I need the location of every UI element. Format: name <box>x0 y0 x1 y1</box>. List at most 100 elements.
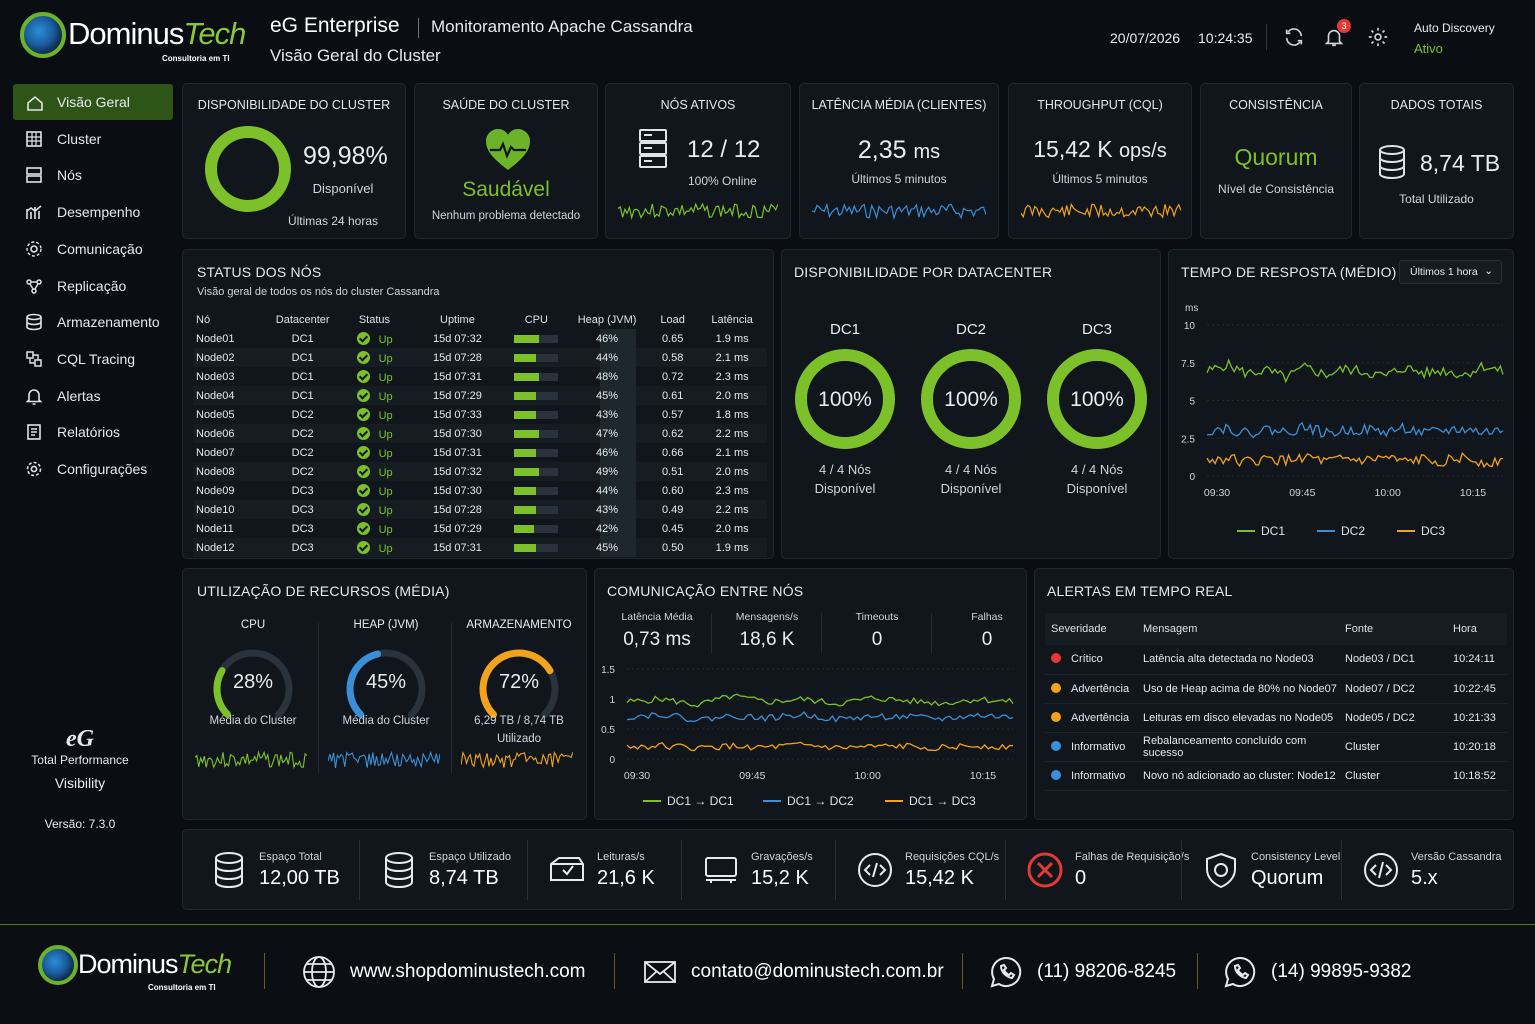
summary-stat-falhas-de-requisi-o-s[interactable]: Falhas de Requisição/s 0 <box>1025 830 1189 910</box>
kpi-latency[interactable]: LATÊNCIA MÉDIA (CLIENTES) 2,35 ms Último… <box>799 83 999 239</box>
alert-row[interactable]: Informativo Rebalanceamento concluído com… <box>1045 732 1507 762</box>
alert-row[interactable]: Informativo Novo nó adicionado ao cluster… <box>1045 761 1507 791</box>
column-header[interactable]: Nó <box>196 313 211 326</box>
kpi-health[interactable]: SAÚDE DO CLUSTER Saudável Nenhum problem… <box>414 83 598 239</box>
column-header[interactable]: Fonte <box>1339 613 1447 645</box>
summary-stat-espa-o-total[interactable]: Espaço Total 12,00 TB <box>209 830 340 910</box>
table-row[interactable]: Node11 DC3 Up 15d 07:29 42% 0.45 2.0 ms <box>193 519 767 538</box>
table-row[interactable]: Node02 DC1 Up 15d 07:28 44% 0.58 2.1 ms <box>193 348 767 367</box>
kpi-active-nodes[interactable]: NÓS ATIVOS 12 / 12 100% Online <box>605 83 791 239</box>
gauge-heap-jvm-[interactable]: HEAP (JVM) 45% Média do Cluster <box>318 613 450 813</box>
sidebar-item-bell[interactable]: Alertas <box>13 378 173 414</box>
summary-stat-espa-o-utilizado[interactable]: Espaço Utilizado 8,74 TB <box>379 830 511 910</box>
sidebar-item-trace[interactable]: CQL Tracing <box>13 341 173 377</box>
column-header[interactable]: Latência <box>711 313 753 326</box>
consistency-sub: Nível de Consistência <box>1217 182 1335 196</box>
legend-label[interactable]: DC3 <box>1421 524 1445 538</box>
table-row[interactable]: Node01 DC1 Up 15d 07:32 46% 0.65 1.9 ms <box>193 329 767 348</box>
gauge-divider <box>318 623 319 773</box>
phone-1[interactable]: (11) 98206-8245 <box>1037 961 1177 982</box>
legend-label[interactable]: DC2 <box>1341 524 1365 538</box>
sidebar-item-database[interactable]: Armazenamento <box>13 304 173 340</box>
kpi-total-data[interactable]: DADOS TOTAIS 8,74 TB Total Utilizado <box>1359 83 1514 239</box>
auto-discovery-label[interactable]: Auto Discovery <box>1414 21 1495 35</box>
column-header[interactable]: Mensagem <box>1137 613 1339 645</box>
stat-divider <box>1181 840 1182 900</box>
table-row[interactable]: Node12 DC3 Up 15d 07:31 45% 0.50 1.9 ms <box>193 538 767 557</box>
sidebar-item-gear[interactable]: Configurações <box>13 451 173 487</box>
column-header[interactable]: Heap (JVM) <box>577 313 637 326</box>
column-header[interactable]: Datacenter <box>275 313 330 326</box>
column-header[interactable]: CPU <box>524 313 548 326</box>
summary-stat-leituras-s[interactable]: Leituras/s 21,6 K <box>547 830 655 910</box>
y-axis-unit: ms <box>1185 303 1198 314</box>
legend-label[interactable]: DC1 → DC3 <box>909 794 976 808</box>
dc-name: DC3 <box>1081 321 1112 338</box>
header-date: 20/07/2026 <box>1110 30 1181 46</box>
gauge-cpu[interactable]: CPU 28% Média do Cluster <box>189 613 317 813</box>
dc-card-dc3[interactable]: DC3 100% 4 / 4 Nós Disponível <box>1046 316 1148 506</box>
gear-icon[interactable] <box>1367 26 1389 48</box>
legend-label[interactable]: DC1 <box>1261 524 1285 538</box>
email-link[interactable]: contato@dominustech.com.br <box>691 961 944 982</box>
sidebar-item-network[interactable]: Comunicação <box>13 231 173 267</box>
summary-stat-grava-es-s[interactable]: Gravações/s 15,2 K <box>701 830 813 910</box>
table-row[interactable]: Node07 DC2 Up 15d 07:31 46% 0.66 2.1 ms <box>193 443 767 462</box>
bell-icon[interactable] <box>1323 25 1345 49</box>
sidebar-item-grid[interactable]: Cluster <box>13 121 173 157</box>
table-row[interactable]: Node10 DC3 Up 15d 07:28 43% 0.49 2.2 ms <box>193 500 767 519</box>
legend-label[interactable]: DC1 → DC1 <box>667 794 734 808</box>
table-row[interactable]: Node06 DC2 Up 15d 07:30 47% 0.62 2.2 ms <box>193 424 767 443</box>
footer-phone-2[interactable]: (14) 99895-9382 <box>1223 955 1412 989</box>
dc-card-dc2[interactable]: DC2 100% 4 / 4 Nós Disponível <box>920 316 1022 506</box>
refresh-icon[interactable] <box>1283 26 1305 48</box>
x-tick-label: 10:15 <box>1460 487 1486 499</box>
dc-card-dc1[interactable]: DC1 100% 4 / 4 Nós Disponível <box>794 316 896 506</box>
footer-divider <box>1197 953 1198 989</box>
gauge-armazenamento[interactable]: ARMAZENAMENTO 72% 6,29 TB / 8,74 TB Utiliza… <box>451 613 583 813</box>
response-time-chart: ms 0 2.5 5 7.5 10 09:30 09:45 10:00 10:15 DC1 DC2 DC… <box>1181 303 1504 538</box>
node-datacenter: DC2 <box>264 462 341 481</box>
footer-website[interactable]: www.shopdominustech.com <box>302 955 586 989</box>
gauge-sparkline <box>195 750 307 770</box>
legend-label[interactable]: DC1 → DC2 <box>787 794 854 808</box>
replication-icon <box>26 278 42 294</box>
alert-row[interactable]: Crítico Latência alta detectada no Node03… <box>1045 645 1507 675</box>
summary-stat-vers-o-cassandra[interactable]: Versão Cassandra 5.x <box>1361 830 1502 910</box>
sidebar-item-replication[interactable]: Replicação <box>13 268 173 304</box>
column-header[interactable]: Severidade <box>1045 613 1137 645</box>
kpi-throughput[interactable]: THROUGHPUT (CQL) 15,42 K ops/s Últimos 5… <box>1008 83 1192 239</box>
code-icon <box>1364 853 1398 887</box>
node-name: Node02 <box>193 348 265 367</box>
sidebar-item-report[interactable]: Relatórios <box>13 414 173 450</box>
phone-2[interactable]: (14) 99895-9382 <box>1271 961 1412 982</box>
table-row[interactable]: Node04 DC1 Up 15d 07:29 45% 0.61 2.0 ms <box>193 386 767 405</box>
column-header[interactable]: Uptime <box>440 313 475 326</box>
alert-row[interactable]: Advertência Leituras em disco elevadas no… <box>1045 703 1507 733</box>
kpi-consistency[interactable]: CONSISTÊNCIA Quorum Nível de Consistênci… <box>1200 83 1352 239</box>
summary-stat-consistency-level[interactable]: Consistency Level Quorum <box>1201 830 1340 910</box>
sidebar-item-home[interactable]: Visão Geral <box>13 84 173 120</box>
sidebar-item-chart[interactable]: Desempenho <box>13 194 173 230</box>
node-heap: 45% <box>566 538 649 557</box>
alert-row[interactable]: Advertência Uso de Heap acima de 80% no N… <box>1045 674 1507 704</box>
table-row[interactable]: Node08 DC2 Up 15d 07:32 49% 0.51 2.0 ms <box>193 462 767 481</box>
footer-logo: DominusTech Consultoria em TI <box>36 943 236 1003</box>
node-latency: 2.1 ms <box>715 446 749 459</box>
cpu-bar-fill <box>514 410 537 419</box>
stat-value: 15,42 K <box>905 866 974 889</box>
footer-email[interactable]: contato@dominustech.com.br <box>643 955 944 989</box>
check-circle-icon <box>356 388 370 402</box>
table-row[interactable]: Node05 DC2 Up 15d 07:33 43% 0.57 1.8 ms <box>193 405 767 424</box>
sidebar-item-server[interactable]: Nós <box>13 157 173 193</box>
kpi-availability[interactable]: DISPONIBILIDADE DO CLUSTER 99,98% Dispon… <box>182 83 406 239</box>
column-header[interactable]: Status <box>358 313 390 326</box>
summary-stat-requisi-es-cql-s[interactable]: Requisições CQL/s 15,42 K <box>855 830 999 910</box>
footer-phone-1[interactable]: (11) 98206-8245 <box>989 955 1176 989</box>
column-header[interactable]: Load <box>660 313 685 326</box>
time-range-select[interactable]: Últimos 1 hora ⌄ <box>1399 260 1502 284</box>
table-row[interactable]: Node03 DC1 Up 15d 07:31 48% 0.72 2.3 ms <box>193 367 767 386</box>
table-row[interactable]: Node09 DC3 Up 15d 07:30 44% 0.60 2.3 ms <box>193 481 767 500</box>
website-link[interactable]: www.shopdominustech.com <box>350 961 586 982</box>
column-header[interactable]: Hora <box>1447 613 1507 645</box>
